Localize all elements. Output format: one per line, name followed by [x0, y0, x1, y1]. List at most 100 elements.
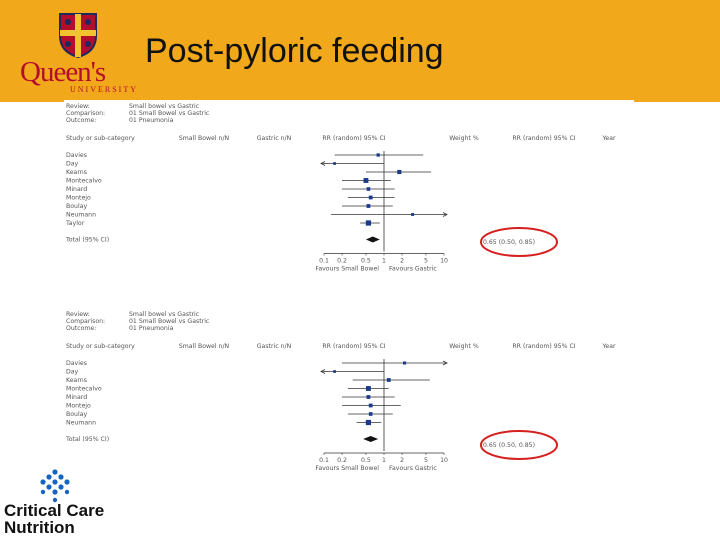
effect-marker [403, 361, 407, 365]
favours-right-label: Favours Gastric [389, 266, 437, 273]
study-name: Boulay [66, 411, 87, 418]
forest-plot-1-svg: Review: Small bowel vs Gastric Comparison:… [65, 103, 616, 273]
header-label: Outcome: [66, 325, 96, 332]
pooled-estimate-text: 0.65 (0.50, 0.85) [483, 442, 535, 449]
x-tick-label: 5 [424, 457, 428, 464]
header-value: 01 Pneumonia [129, 117, 174, 124]
header-label: Comparison: [66, 318, 105, 325]
favours-left-label: Favours Small Bowel [315, 465, 379, 472]
x-tick-label: 2 [400, 457, 404, 464]
queens-crest-icon [59, 13, 97, 58]
effect-marker [368, 403, 373, 408]
title-banner [0, 0, 720, 102]
header-value: 01 Small Bowel vs Gastric [129, 318, 210, 325]
column-header: Year [601, 343, 616, 350]
column-header: Study or sub-category [66, 135, 135, 142]
x-tick-label: 10 [440, 457, 448, 464]
study-name: Davies [66, 360, 87, 367]
column-header: Gastric n/N [257, 135, 292, 142]
forest-plot-1: Review: Small bowel vs Gastric Comparison:… [64, 100, 634, 300]
study-name: Minard [66, 394, 87, 401]
highlight-circle [480, 430, 558, 460]
ccn-line1: Critical Care [4, 501, 105, 520]
study-name: Taylor [65, 220, 85, 227]
column-header: Gastric n/N [257, 343, 292, 350]
total-diamond [363, 436, 379, 442]
column-header: RR (random) 95% CI [512, 135, 575, 142]
header-value: 01 Small Bowel vs Gastric [129, 110, 210, 117]
column-header: Small Bowel n/N [179, 135, 230, 142]
forest-plot-2-svg: Review: Small bowel vs Gastric Comparison:… [65, 311, 616, 472]
header-value: Small bowel vs Gastric [129, 103, 200, 110]
ci-arrow [442, 360, 448, 366]
total-diamond [365, 236, 380, 243]
column-header: Weight % [449, 135, 479, 142]
study-name: Montejo [66, 403, 91, 410]
queens-logo-text: Queen's [20, 56, 106, 88]
effect-marker [397, 169, 402, 175]
effect-marker [365, 386, 371, 391]
pooled-estimate-text: 0.65 (0.50, 0.85) [483, 239, 535, 246]
study-name: Kearns [66, 377, 87, 384]
x-tick-label: 10 [440, 258, 448, 265]
queens-logo-sub: UNIVERSITY [70, 85, 138, 94]
forest-plot-2: Review: Small bowel vs Gastric Comparison:… [64, 308, 634, 503]
effect-marker [366, 395, 371, 399]
slide-title: Post-pyloric feeding [145, 32, 444, 70]
column-header: Small Bowel n/N [179, 343, 230, 350]
study-name: Day [66, 161, 79, 168]
effect-marker [368, 195, 373, 200]
header-label: Comparison: [66, 110, 105, 117]
column-header: Study or sub-category [66, 343, 135, 350]
study-name: Davies [66, 152, 87, 159]
column-header: RR (random) 95% CI [322, 343, 385, 350]
total-label: Total (95% CI) [65, 436, 109, 443]
total-label: Total (95% CI) [65, 237, 109, 244]
effect-marker [363, 178, 369, 183]
column-header: RR (random) 95% CI [512, 343, 575, 350]
study-name: Neumann [66, 420, 96, 427]
x-tick-label: 0.1 [319, 457, 329, 464]
header-label: Review: [66, 103, 90, 110]
highlight-circle [480, 227, 558, 257]
x-tick-label: 1 [382, 457, 386, 464]
study-name: Montecalvo [66, 178, 102, 185]
study-name: Kearns [66, 169, 87, 176]
favours-left-label: Favours Small Bowel [315, 266, 379, 273]
header-value: Small bowel vs Gastric [129, 311, 200, 318]
x-tick-label: 0.2 [337, 258, 347, 265]
x-tick-label: 2 [400, 258, 404, 265]
effect-marker [368, 412, 373, 416]
header-value: 01 Pneumonia [129, 325, 174, 332]
header-label: Outcome: [66, 117, 96, 124]
study-name: Montejo [66, 195, 91, 202]
x-tick-label: 0.5 [361, 258, 371, 265]
effect-marker [333, 370, 336, 373]
ci-arrow [442, 212, 448, 217]
effect-marker [333, 162, 336, 165]
effect-marker [376, 153, 380, 157]
column-header: RR (random) 95% CI [322, 135, 385, 142]
study-name: Minard [66, 186, 87, 193]
ccn-line2: Nutrition [4, 518, 75, 537]
effect-marker [366, 204, 371, 208]
ci-arrow [320, 369, 326, 374]
effect-marker [411, 213, 415, 216]
x-tick-label: 0.1 [319, 258, 329, 265]
column-header: Weight % [449, 343, 479, 350]
x-tick-label: 1 [382, 258, 386, 265]
ccn-logo-text: Critical Care Nutrition [4, 502, 104, 536]
study-name: Day [66, 369, 79, 376]
ccn-logo-icon [40, 469, 70, 503]
study-name: Montecalvo [66, 386, 102, 393]
column-header: Year [601, 135, 616, 142]
favours-right-label: Favours Gastric [389, 465, 437, 472]
header-label: Review: [66, 311, 90, 318]
ci-arrow [320, 161, 326, 166]
study-name: Boulay [66, 203, 87, 210]
x-tick-label: 5 [424, 258, 428, 265]
x-tick-label: 0.2 [337, 457, 347, 464]
effect-marker [365, 220, 372, 226]
x-tick-label: 0.5 [361, 457, 371, 464]
study-name: Neumann [66, 212, 96, 219]
